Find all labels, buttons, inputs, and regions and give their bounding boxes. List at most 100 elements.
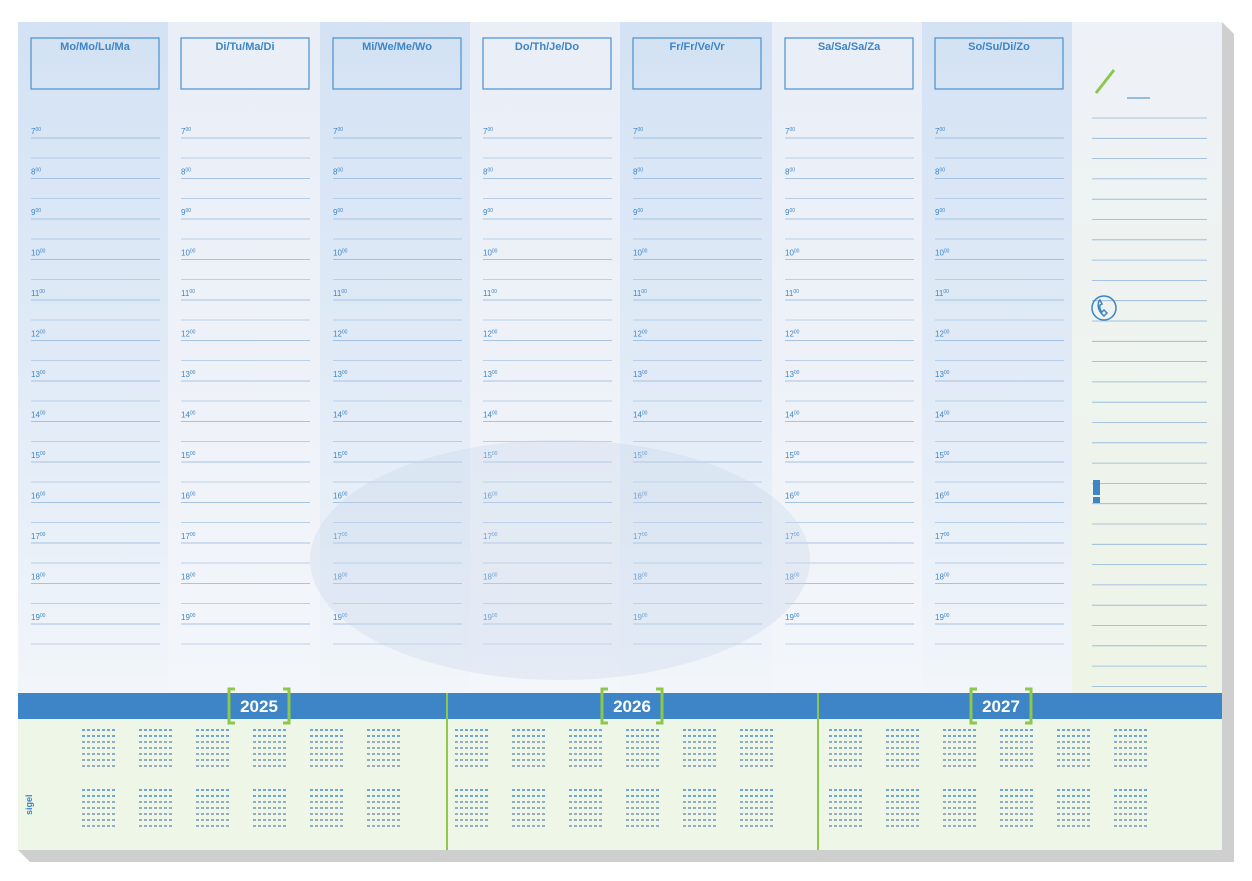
- hour: 9: [483, 208, 488, 217]
- hour-label: 1800: [31, 573, 46, 582]
- hour-suffix: 00: [190, 573, 196, 579]
- hour-label: 900: [333, 208, 343, 217]
- hour-suffix: 00: [487, 127, 493, 133]
- hour: 9: [785, 208, 790, 217]
- day-column: [168, 22, 320, 693]
- hour-label: 700: [935, 127, 945, 136]
- hour: 19: [633, 613, 642, 622]
- hour-suffix: 00: [943, 289, 949, 295]
- hour-suffix: 00: [642, 573, 648, 579]
- hour-label: 1100: [31, 289, 45, 298]
- hour-label: 1600: [633, 492, 648, 501]
- hour: 17: [181, 532, 190, 541]
- hour-label: 1500: [181, 451, 196, 460]
- hour: 15: [483, 451, 492, 460]
- hour-suffix: 00: [642, 330, 648, 336]
- hour-suffix: 00: [190, 370, 196, 376]
- hour: 7: [181, 127, 186, 136]
- hour-label: 1500: [633, 451, 648, 460]
- hour: 11: [935, 289, 944, 298]
- hour-suffix: 00: [35, 208, 41, 214]
- hour: 19: [935, 613, 944, 622]
- hour-suffix: 00: [40, 451, 46, 457]
- hour: 12: [181, 330, 190, 339]
- hour-label: 1200: [935, 330, 950, 339]
- hour-label: 1400: [935, 411, 950, 420]
- hour: 16: [785, 492, 794, 501]
- hour-suffix: 00: [944, 370, 950, 376]
- hour: 19: [785, 613, 794, 622]
- hour: 11: [633, 289, 642, 298]
- hour: 14: [633, 411, 642, 420]
- phone-icon: [1091, 295, 1117, 321]
- hour-label: 700: [31, 127, 41, 136]
- hour: 13: [181, 370, 190, 379]
- hour-suffix: 00: [342, 370, 348, 376]
- hour-label: 1900: [935, 613, 950, 622]
- hour: 10: [333, 249, 342, 258]
- hour-suffix: 00: [342, 573, 348, 579]
- hour-label: 1700: [633, 532, 648, 541]
- day-header: Mo/Mo/Lu/Ma: [60, 41, 131, 53]
- hour: 15: [181, 451, 190, 460]
- day-header-box: [332, 37, 462, 90]
- hour-label: 1400: [633, 411, 648, 420]
- hour: 15: [633, 451, 642, 460]
- hour: 13: [633, 370, 642, 379]
- day-header-box: [784, 37, 914, 90]
- hour: 12: [785, 330, 794, 339]
- hour-suffix: 00: [794, 492, 800, 498]
- hour-suffix: 00: [939, 127, 945, 133]
- hour-suffix: 00: [185, 208, 191, 214]
- hour-suffix: 00: [337, 208, 343, 214]
- hour: 10: [935, 249, 944, 258]
- day-column: [320, 22, 470, 693]
- year-bracket: [600, 687, 664, 725]
- hour-label: 1600: [935, 492, 950, 501]
- hour-suffix: 00: [337, 168, 343, 174]
- hour: 11: [31, 289, 40, 298]
- hour: 18: [483, 573, 492, 582]
- hour-label: 1100: [785, 289, 799, 298]
- hour-suffix: 00: [40, 532, 46, 538]
- hour-label: 800: [31, 168, 41, 177]
- hour-suffix: 00: [944, 330, 950, 336]
- day-header-box: [632, 37, 762, 90]
- hour-suffix: 00: [939, 208, 945, 214]
- hour-suffix: 00: [794, 451, 800, 457]
- hour: 14: [935, 411, 944, 420]
- hour-label: 1600: [785, 492, 800, 501]
- hour-label: 1600: [483, 492, 498, 501]
- hour: 14: [483, 411, 492, 420]
- hour: 17: [633, 532, 642, 541]
- day-column: [470, 22, 620, 693]
- hour-label: 1800: [483, 573, 498, 582]
- hour: 18: [785, 573, 794, 582]
- hour-suffix: 00: [944, 573, 950, 579]
- hour-suffix: 00: [342, 330, 348, 336]
- hour-suffix: 00: [190, 330, 196, 336]
- hour-label: 800: [181, 168, 191, 177]
- hour: 11: [181, 289, 190, 298]
- hour-suffix: 00: [190, 451, 196, 457]
- hour-label: 700: [483, 127, 493, 136]
- hour: 10: [483, 249, 492, 258]
- year: 2026: [613, 697, 651, 716]
- hour-label: 1000: [31, 249, 46, 258]
- hour: 7: [483, 127, 488, 136]
- hour-label: 1400: [483, 411, 498, 420]
- hour-label: 1100: [633, 289, 647, 298]
- hour: 8: [935, 168, 940, 177]
- hour-suffix: 00: [190, 492, 196, 498]
- day-header: So/Su/Di/Zo: [968, 41, 1030, 53]
- hour-suffix: 00: [190, 613, 196, 619]
- hour: 11: [483, 289, 492, 298]
- hour-label: 700: [333, 127, 343, 136]
- hour-suffix: 00: [642, 613, 648, 619]
- hour: 12: [633, 330, 642, 339]
- hour-label: 1500: [333, 451, 348, 460]
- hour-label: 1500: [483, 451, 498, 460]
- day-header-box: [180, 37, 310, 90]
- hour-suffix: 00: [789, 168, 795, 174]
- hour-label: 1300: [935, 370, 950, 379]
